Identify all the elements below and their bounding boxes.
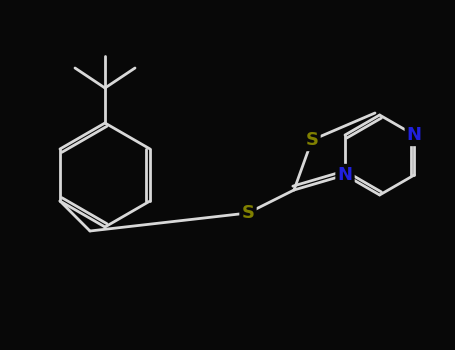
Text: S: S (305, 131, 318, 149)
Text: S: S (242, 204, 254, 222)
Text: N: N (338, 166, 353, 184)
Text: N: N (407, 126, 422, 144)
